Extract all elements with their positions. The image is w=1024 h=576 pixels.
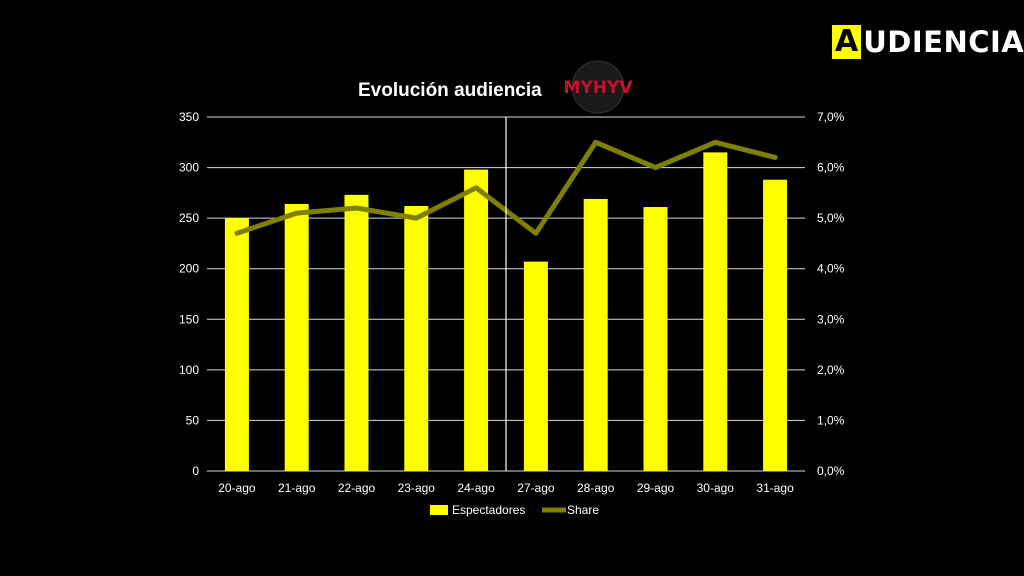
bar — [763, 179, 788, 472]
x-tick-label: 24-ago — [457, 481, 495, 495]
y-left-tick-label: 0 — [192, 464, 199, 478]
x-tick-label: 29-ago — [637, 481, 675, 495]
y-left-tick-label: 150 — [179, 312, 199, 326]
x-tick-label: 30-ago — [697, 481, 735, 495]
x-tick-label: 28-ago — [577, 481, 615, 495]
x-tick-label: 23-ago — [398, 481, 436, 495]
bar — [284, 203, 309, 472]
y-right-tick-label: 7,0% — [817, 110, 845, 124]
bar — [404, 206, 429, 471]
y-right-tick-label: 0,0% — [817, 464, 845, 478]
legend-label-espectadores: Espectadores — [452, 503, 525, 517]
axes: 0 50 100 150 200 250 300 350 0,0% 1,0% 2,0% 3,0% 4,0… — [179, 110, 845, 495]
x-tick-label: 20-ago — [218, 481, 256, 495]
bar — [583, 198, 608, 471]
bar — [344, 194, 369, 471]
myhyv-logo: MYHYV — [564, 60, 633, 114]
brand-first-letter: A — [832, 25, 862, 59]
y-left-tick-label: 200 — [179, 262, 199, 276]
legend-label-share: Share — [567, 503, 599, 517]
bar — [643, 207, 668, 471]
y-left-tick-label: 350 — [179, 110, 199, 124]
legend-swatch-espectadores — [430, 505, 448, 515]
y-left-tick-label: 250 — [179, 211, 199, 225]
bar — [523, 261, 548, 471]
legend: Espectadores Share — [430, 503, 599, 517]
logo-text: MYHYV — [564, 78, 633, 98]
chart-title: Evolución audiencia — [358, 80, 542, 101]
y-left-tick-label: 300 — [179, 161, 199, 175]
y-left-tick-label: 50 — [186, 413, 200, 427]
brand-name: UDIENCIAS — [863, 25, 1024, 59]
y-right-tick-label: 6,0% — [817, 161, 845, 175]
x-tick-label: 21-ago — [278, 481, 316, 495]
y-right-tick-label: 3,0% — [817, 312, 845, 326]
brand-logo: A UDIENCIAS — [832, 24, 1024, 60]
bar — [703, 152, 728, 471]
bar — [464, 169, 489, 471]
y-right-tick-label: 1,0% — [817, 413, 845, 427]
y-left-tick-label: 100 — [179, 363, 199, 377]
y-right-tick-label: 5,0% — [817, 211, 845, 225]
x-tick-label: 27-ago — [517, 481, 555, 495]
y-right-tick-label: 4,0% — [817, 262, 845, 276]
y-right-tick-label: 2,0% — [817, 363, 845, 377]
x-tick-label: 22-ago — [338, 481, 376, 495]
x-tick-label: 31-ago — [756, 481, 794, 495]
bars — [224, 152, 788, 472]
bar — [224, 218, 249, 471]
